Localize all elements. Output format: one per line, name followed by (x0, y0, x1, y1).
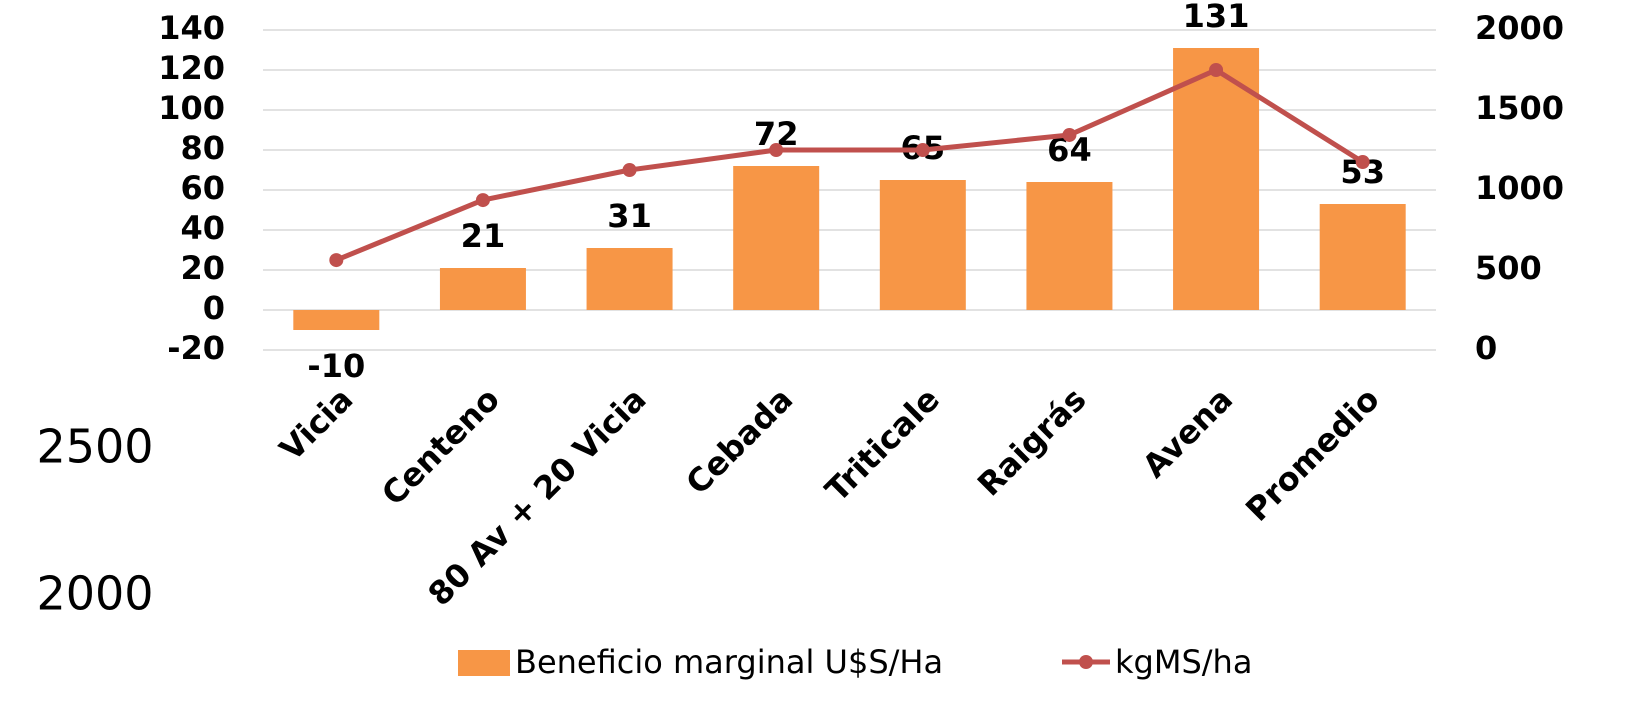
y2-tick-label: 1500 (1475, 89, 1564, 127)
y-tick-label: -20 (167, 329, 225, 367)
y2-tick-label: 1000 (1475, 169, 1564, 207)
y-tick-label: 140 (158, 9, 225, 47)
x-tick-label: Cebada (678, 380, 800, 502)
line-point (622, 163, 637, 177)
line-point (1355, 155, 1370, 169)
y-tick-label: 20 (180, 249, 225, 287)
bar (1319, 204, 1406, 310)
bar (293, 310, 380, 330)
bar (439, 268, 526, 310)
x-tick-label: Promedio (1238, 380, 1387, 529)
x-tick-label: Triticale (818, 380, 947, 509)
y2-tick-label: 0 (1475, 329, 1497, 367)
data-label: 31 (607, 197, 652, 235)
x-tick-label: Centeno (374, 380, 507, 513)
y2-tick-label: 2000 (1475, 9, 1564, 47)
legend-swatch (458, 650, 510, 676)
legend-swatch (1079, 655, 1093, 669)
y-tick-label: 0 (203, 289, 225, 327)
bar (879, 180, 966, 310)
y-tick-label: 100 (158, 89, 225, 127)
annotation: 2500 (36, 420, 153, 474)
x-tick-label: Raigrás (970, 380, 1093, 503)
x-tick-label: Vicia (272, 380, 360, 468)
y-tick-label: 120 (158, 49, 225, 87)
y-tick-label: 40 (180, 209, 225, 247)
bar (1173, 48, 1260, 310)
line-point (769, 143, 784, 157)
bar (586, 248, 673, 310)
bar (1026, 182, 1113, 310)
line-point (475, 193, 490, 208)
x-tick-label: Avena (1135, 380, 1240, 485)
legend-label: Beneficio marginal U$S/Ha (515, 643, 943, 681)
line-point (1209, 63, 1224, 77)
line-point (329, 253, 344, 268)
line-point (1062, 127, 1077, 142)
legend-label: kgMS/ha (1115, 643, 1252, 681)
bar (733, 166, 820, 310)
annotation: 2000 (36, 567, 153, 621)
y2-tick-label: 500 (1475, 249, 1542, 287)
line-point (915, 143, 930, 157)
y-tick-label: 80 (180, 129, 225, 167)
y-tick-label: 60 (180, 169, 225, 207)
line (335, 67, 1365, 263)
data-label: -10 (307, 347, 365, 385)
data-label: 131 (1183, 0, 1250, 35)
data-label: 21 (461, 217, 506, 255)
